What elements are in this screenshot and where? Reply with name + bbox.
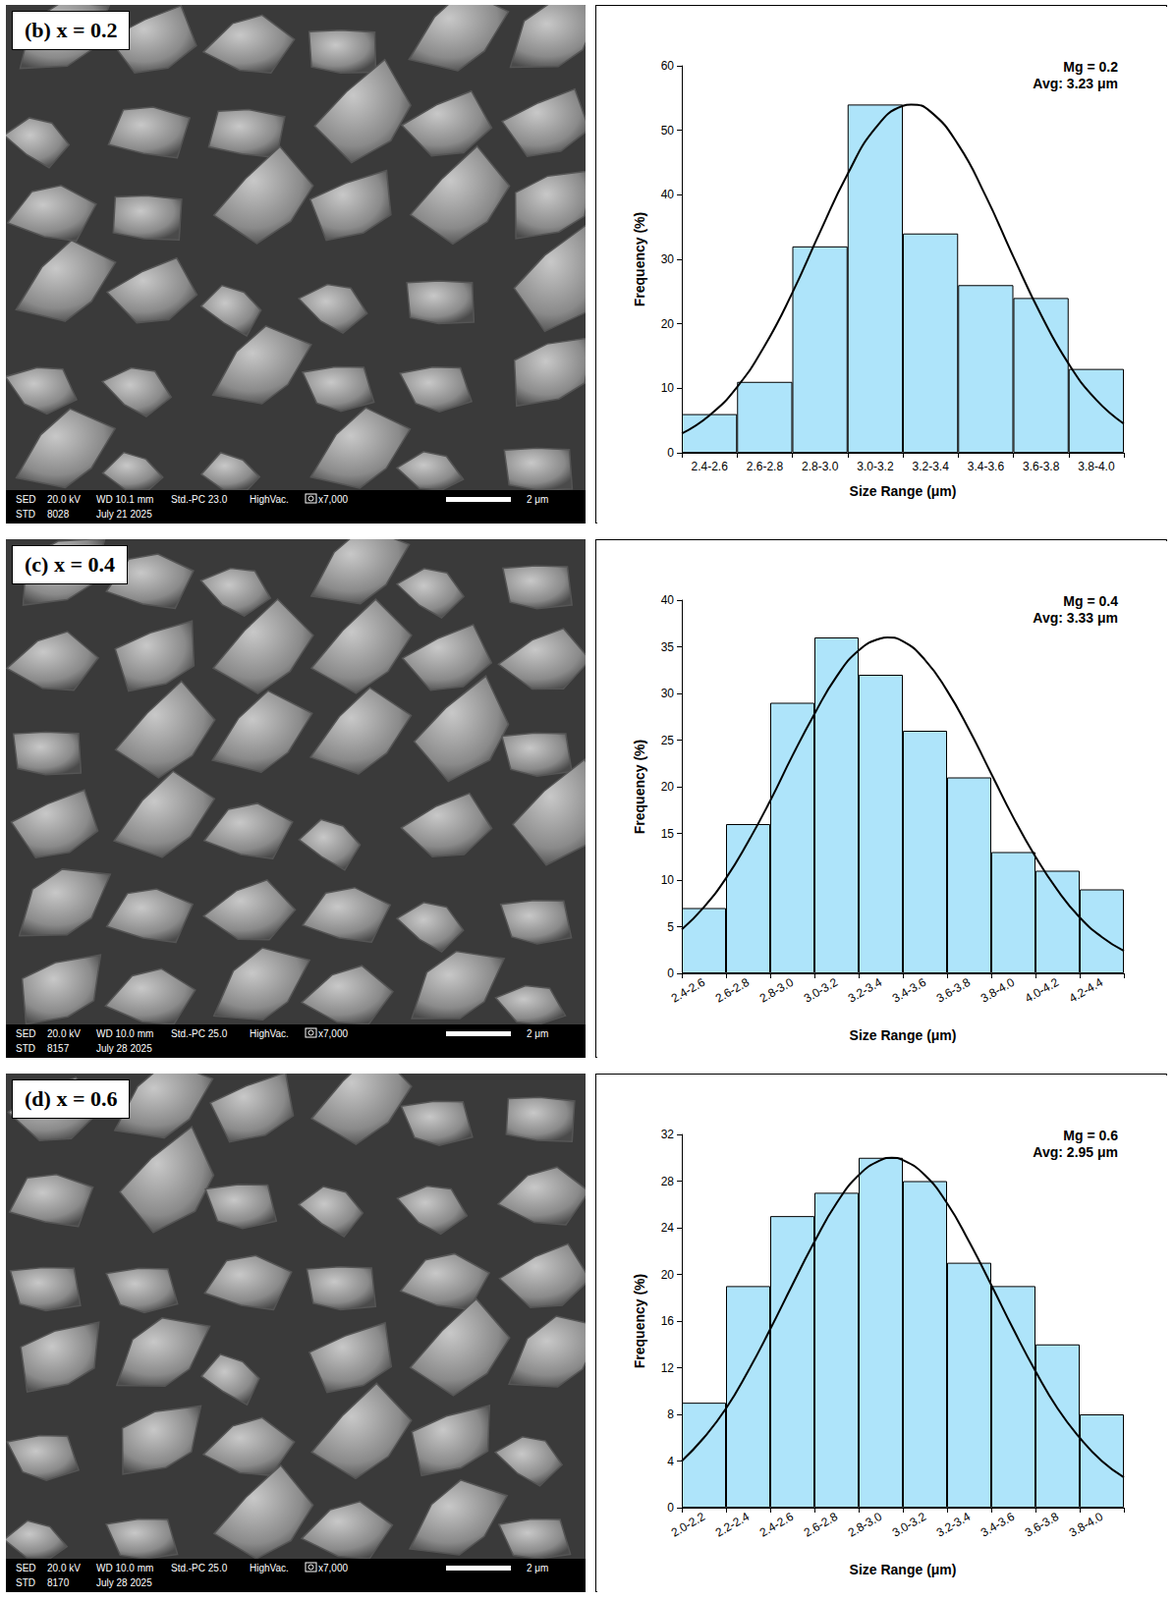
svg-text:Mg = 0.4: Mg = 0.4 [1062,593,1119,610]
svg-text:July 28 2025: July 28 2025 [96,1577,153,1589]
svg-text:8157: 8157 [47,1043,70,1055]
svg-text:Frequency (%): Frequency (%) [631,1274,648,1369]
svg-text:3.8-4.0: 3.8-4.0 [978,975,1018,1007]
svg-text:Avg: 2.95 μm: Avg: 2.95 μm [1032,1144,1119,1161]
svg-text:2.4-2.6: 2.4-2.6 [690,459,728,474]
svg-text:Mg = 0.2: Mg = 0.2 [1062,58,1119,75]
svg-text:x7,000: x7,000 [318,494,348,505]
svg-text:15: 15 [661,827,675,841]
svg-text:Size Range (μm): Size Range (μm) [849,483,957,500]
svg-text:x7,000: x7,000 [318,1563,348,1574]
svg-text:2 μm: 2 μm [526,494,549,505]
svg-text:3.2-3.4: 3.2-3.4 [934,1509,974,1541]
svg-text:10: 10 [661,873,675,888]
svg-text:WD 10.0 mm: WD 10.0 mm [96,1028,154,1040]
svg-text:2 μm: 2 μm [526,1028,549,1040]
svg-text:3.2-3.4: 3.2-3.4 [911,459,950,474]
svg-text:16: 16 [661,1314,675,1329]
svg-text:2.8-3.0: 2.8-3.0 [757,975,797,1007]
svg-text:x7,000: x7,000 [318,1028,348,1040]
svg-text:3.6-3.8: 3.6-3.8 [1022,1509,1063,1541]
svg-text:20.0 kV: 20.0 kV [47,1563,81,1574]
html-text:(c) x = 0.4: (c) x = 0.4 [24,552,115,577]
svg-text:20.0 kV: 20.0 kV [47,494,81,505]
svg-text:3.0-3.2: 3.0-3.2 [801,975,841,1007]
svg-text:12: 12 [661,1361,675,1376]
svg-text:0: 0 [667,1501,674,1515]
svg-text:Std.-PC 25.0: Std.-PC 25.0 [170,1563,228,1574]
svg-text:3.4-3.6: 3.4-3.6 [978,1509,1018,1541]
svg-text:2.6-2.8: 2.6-2.8 [746,459,784,474]
svg-text:20.0 kV: 20.0 kV [47,1028,81,1040]
svg-text:HighVac.: HighVac. [249,1563,289,1574]
svg-text:20: 20 [661,1268,675,1283]
svg-text:Mg = 0.6: Mg = 0.6 [1062,1127,1119,1144]
svg-text:3.0-3.2: 3.0-3.2 [856,459,895,474]
html-text:(b) x = 0.2: (b) x = 0.2 [24,17,118,43]
svg-text:28: 28 [661,1174,675,1189]
svg-text:2 μm: 2 μm [526,1563,549,1574]
svg-text:5: 5 [667,920,674,935]
svg-text:3.4-3.6: 3.4-3.6 [967,459,1006,474]
svg-text:WD 10.0 mm: WD 10.0 mm [96,1563,154,1574]
svg-text:40: 40 [661,593,675,608]
svg-text:STD: STD [15,508,36,520]
svg-text:60: 60 [661,58,675,73]
svg-text:30: 30 [661,252,675,267]
svg-text:0: 0 [667,446,674,460]
svg-text:3.0-3.2: 3.0-3.2 [890,1509,930,1541]
svg-text:Frequency (%): Frequency (%) [631,212,648,307]
svg-text:2.6-2.8: 2.6-2.8 [713,975,753,1007]
svg-text:2.0-2.2: 2.0-2.2 [669,1509,709,1541]
svg-text:SED: SED [15,1028,37,1040]
svg-text:Std.-PC 25.0: Std.-PC 25.0 [170,1028,228,1040]
svg-text:3.8-4.0: 3.8-4.0 [1077,459,1116,474]
svg-text:WD 10.1 mm: WD 10.1 mm [96,494,154,505]
html-text:(d) x = 0.6: (d) x = 0.6 [24,1086,118,1112]
svg-text:2.2-2.4: 2.2-2.4 [713,1509,753,1541]
svg-text:Size Range (μm): Size Range (μm) [849,1027,957,1044]
svg-text:20: 20 [661,780,675,794]
svg-text:Avg: 3.23 μm: Avg: 3.23 μm [1032,75,1119,92]
svg-text:HighVac.: HighVac. [249,494,289,505]
svg-text:4: 4 [667,1454,674,1469]
svg-text:2.8-3.0: 2.8-3.0 [845,1509,886,1541]
svg-text:30: 30 [661,686,675,701]
svg-text:2.8-3.0: 2.8-3.0 [801,459,839,474]
svg-text:3.6-3.8: 3.6-3.8 [1022,459,1061,474]
svg-text:20: 20 [661,317,675,332]
svg-text:25: 25 [661,733,675,748]
svg-text:3.8-4.0: 3.8-4.0 [1066,1509,1107,1541]
svg-text:2.4-2.6: 2.4-2.6 [757,1509,797,1541]
svg-text:2.4-2.6: 2.4-2.6 [669,975,709,1007]
svg-text:STD: STD [15,1577,36,1589]
svg-text:40: 40 [661,187,675,202]
svg-text:Std.-PC 23.0: Std.-PC 23.0 [170,494,228,505]
svg-text:Size Range (μm): Size Range (μm) [849,1562,957,1578]
svg-text:32: 32 [661,1127,675,1142]
svg-text:3.2-3.4: 3.2-3.4 [845,975,886,1007]
svg-text:8: 8 [667,1407,674,1422]
svg-text:2.6-2.8: 2.6-2.8 [801,1509,841,1541]
svg-text:SED: SED [15,494,37,505]
svg-text:HighVac.: HighVac. [249,1028,289,1040]
svg-text:SED: SED [15,1563,37,1574]
svg-text:4.0-4.2: 4.0-4.2 [1022,975,1063,1007]
svg-text:8028: 8028 [47,508,70,520]
svg-text:3.4-3.6: 3.4-3.6 [890,975,930,1007]
svg-text:July 28 2025: July 28 2025 [96,1043,153,1055]
svg-text:Frequency (%): Frequency (%) [631,739,648,835]
svg-text:10: 10 [661,381,675,395]
svg-text:STD: STD [15,1043,36,1055]
svg-text:8170: 8170 [47,1577,70,1589]
svg-text:50: 50 [661,123,675,138]
svg-text:24: 24 [661,1221,675,1235]
svg-text:35: 35 [661,640,675,655]
svg-text:Avg: 3.33 μm: Avg: 3.33 μm [1032,610,1119,626]
svg-text:3.6-3.8: 3.6-3.8 [934,975,974,1007]
svg-text:July 21 2025: July 21 2025 [96,508,153,520]
svg-text:0: 0 [667,966,674,981]
svg-text:4.2-4.4: 4.2-4.4 [1066,975,1107,1007]
